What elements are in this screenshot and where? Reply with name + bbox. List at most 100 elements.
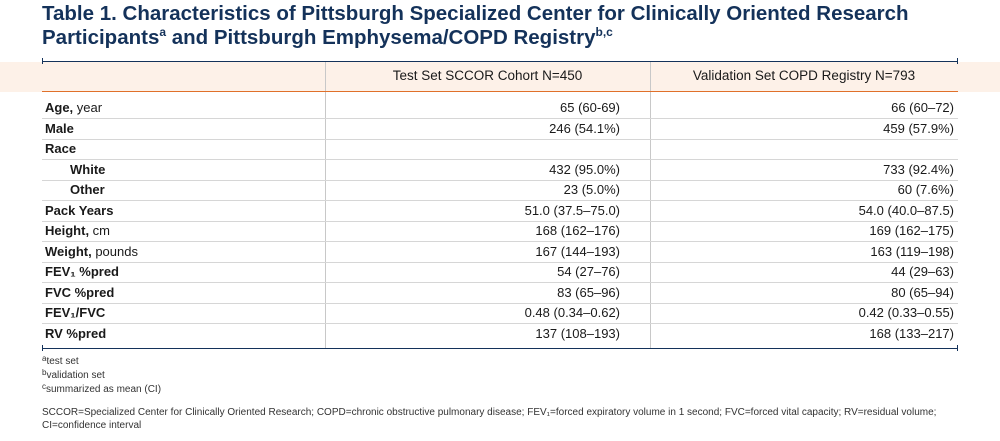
table-row: Male 246 (54.1%) 459 (57.9%) — [42, 119, 958, 140]
row-label-bold: Age, — [45, 100, 74, 115]
cell-validation-set: 0.42 (0.33–0.55) — [858, 305, 954, 320]
footnote-b: bvalidation set — [42, 368, 105, 381]
table-row: Weight, pounds 167 (144–193) 163 (119–198) — [42, 242, 958, 263]
column-divider — [650, 62, 651, 348]
row-label: FEV₁ %pred — [45, 262, 119, 282]
title-sup-a: a — [159, 25, 167, 39]
cell-validation-set: 733 (92.4%) — [883, 161, 954, 177]
column-divider — [325, 62, 326, 348]
row-divider — [42, 261, 958, 263]
cell-test-set: 137 (108–193) — [535, 325, 620, 341]
row-label-bold: FVC %pred — [45, 284, 115, 300]
cell-test-set: 432 (95.0%) — [549, 161, 620, 177]
cell-validation-set: 60 (7.6%) — [897, 182, 954, 197]
cell-validation-set: 80 (65–94) — [891, 284, 954, 300]
row-divider — [42, 282, 958, 283]
row-label-bold: FEV₁/FVC — [45, 305, 106, 320]
cell-validation-set: 163 (119–198) — [870, 243, 954, 259]
row-label-bold: Male — [45, 120, 74, 136]
table-row: FVC %pred 83 (65–96) 80 (65–94) — [42, 283, 958, 304]
footnote-marker: a — [42, 354, 47, 363]
row-label-bold: Weight, — [45, 243, 92, 259]
table-top-rule — [42, 61, 958, 62]
row-label-unit: pounds — [91, 243, 138, 259]
row-label-bold: RV %pred — [45, 325, 107, 341]
cell-test-set: 0.48 (0.34–0.62) — [524, 305, 620, 320]
cell-validation-set: 66 (60–72) — [891, 100, 954, 115]
footnote-c: csummarized as mean (CI) — [42, 382, 161, 395]
row-label: RV %pred — [45, 324, 106, 344]
cell-test-set: 23 (5.0%) — [563, 182, 620, 197]
title-sup-bc: b,c — [595, 25, 613, 39]
table-row: Age, year 65 (60-69) 66 (60–72) — [42, 98, 958, 119]
row-divider — [42, 323, 958, 324]
column-header-test-set: Test Set SCCOR Cohort N=450 — [392, 68, 583, 83]
table-title: Table 1. Characteristics of Pittsburgh S… — [42, 2, 942, 50]
cell-validation-set: 44 (29–63) — [891, 264, 954, 279]
row-divider — [42, 138, 958, 140]
header-band — [0, 62, 1000, 92]
row-label-bold: Height, — [45, 223, 90, 238]
cell-test-set: 54 (27–76) — [557, 264, 620, 279]
cell-validation-set: 168 (133–217) — [869, 325, 954, 341]
rule-cap — [42, 58, 43, 64]
cell-validation-set: 169 (162–175) — [869, 223, 954, 238]
row-label: Other — [70, 180, 105, 200]
rule-cap — [42, 345, 43, 351]
title-registry: and Pittsburgh Emphysema/COPD Registry — [166, 26, 596, 49]
table-row: Race — [42, 139, 958, 160]
row-label: Height, cm — [45, 221, 110, 241]
row-label: Pack Years — [45, 201, 113, 221]
table-row: White 432 (95.0%) 733 (92.4%) — [42, 160, 958, 181]
table-row: Pack Years 51.0 (37.5–75.0) 54.0 (40.0–87.… — [42, 201, 958, 222]
table-row: Height, cm 168 (162–176) 169 (162–175) — [42, 221, 958, 242]
abbreviations-note: SCCOR=Specialized Center for Clinically … — [42, 407, 937, 431]
cell-test-set: 83 (65–96) — [557, 284, 620, 300]
footnote-text: test set — [46, 356, 79, 367]
footnote-text: validation set — [46, 370, 105, 381]
footnote-marker: b — [42, 368, 47, 377]
row-divider — [42, 220, 958, 222]
footnote-a: atest set — [42, 354, 79, 367]
title-participants: Participants — [42, 26, 160, 49]
cell-validation-set: 459 (57.9%) — [883, 120, 954, 136]
column-header-validation-set: Validation Set COPD Registry N=793 — [692, 68, 916, 83]
cell-test-set: 168 (162–176) — [535, 223, 620, 238]
row-label-bold: FEV₁ %pred — [45, 264, 120, 279]
row-label: Age, year — [45, 98, 102, 118]
row-label-bold: Race — [45, 141, 77, 156]
cell-validation-set: 54.0 (40.0–87.5) — [858, 202, 954, 218]
cell-test-set: 167 (144–193) — [535, 243, 620, 259]
footnote-marker: c — [42, 382, 46, 391]
row-divider — [42, 241, 958, 242]
row-label-unit: cm — [89, 223, 111, 238]
cell-test-set: 65 (60-69) — [560, 100, 620, 115]
table-row: RV %pred 137 (108–193) 168 (133–217) — [42, 324, 958, 344]
table-bottom-rule — [42, 348, 958, 349]
table-row: FEV₁/FVC 0.48 (0.34–0.62) 0.42 (0.33–0.55) — [42, 303, 958, 324]
table-row: FEV₁ %pred 54 (27–76) 44 (29–63) — [42, 262, 958, 283]
title-line-1: Table 1. Characteristics of Pittsburgh S… — [42, 2, 909, 25]
row-label: White — [70, 160, 105, 180]
table-row: Other 23 (5.0%) 60 (7.6%) — [42, 180, 958, 201]
row-label: Male — [45, 119, 74, 139]
title-line-2: Participantsa and Pittsburgh Emphysema/C… — [42, 26, 942, 50]
rule-cap — [957, 58, 958, 64]
header-rule — [42, 91, 958, 92]
row-label-bold: White — [70, 161, 106, 177]
row-divider — [42, 159, 958, 160]
row-divider — [42, 179, 958, 181]
row-label: FEV₁/FVC — [45, 303, 105, 323]
row-label: FVC %pred — [45, 283, 114, 303]
row-label-unit: year — [73, 100, 103, 115]
row-label-bold: Pack Years — [45, 202, 114, 218]
row-divider — [42, 200, 958, 201]
row-label-bold: Other — [70, 182, 105, 197]
footnote-text: summarized as mean (CI) — [46, 384, 162, 395]
row-label: Race — [45, 139, 76, 159]
rule-cap — [957, 345, 958, 351]
row-divider — [42, 302, 958, 304]
row-label: Weight, pounds — [45, 242, 138, 262]
row-divider — [42, 118, 958, 119]
cell-test-set: 51.0 (37.5–75.0) — [524, 202, 620, 218]
